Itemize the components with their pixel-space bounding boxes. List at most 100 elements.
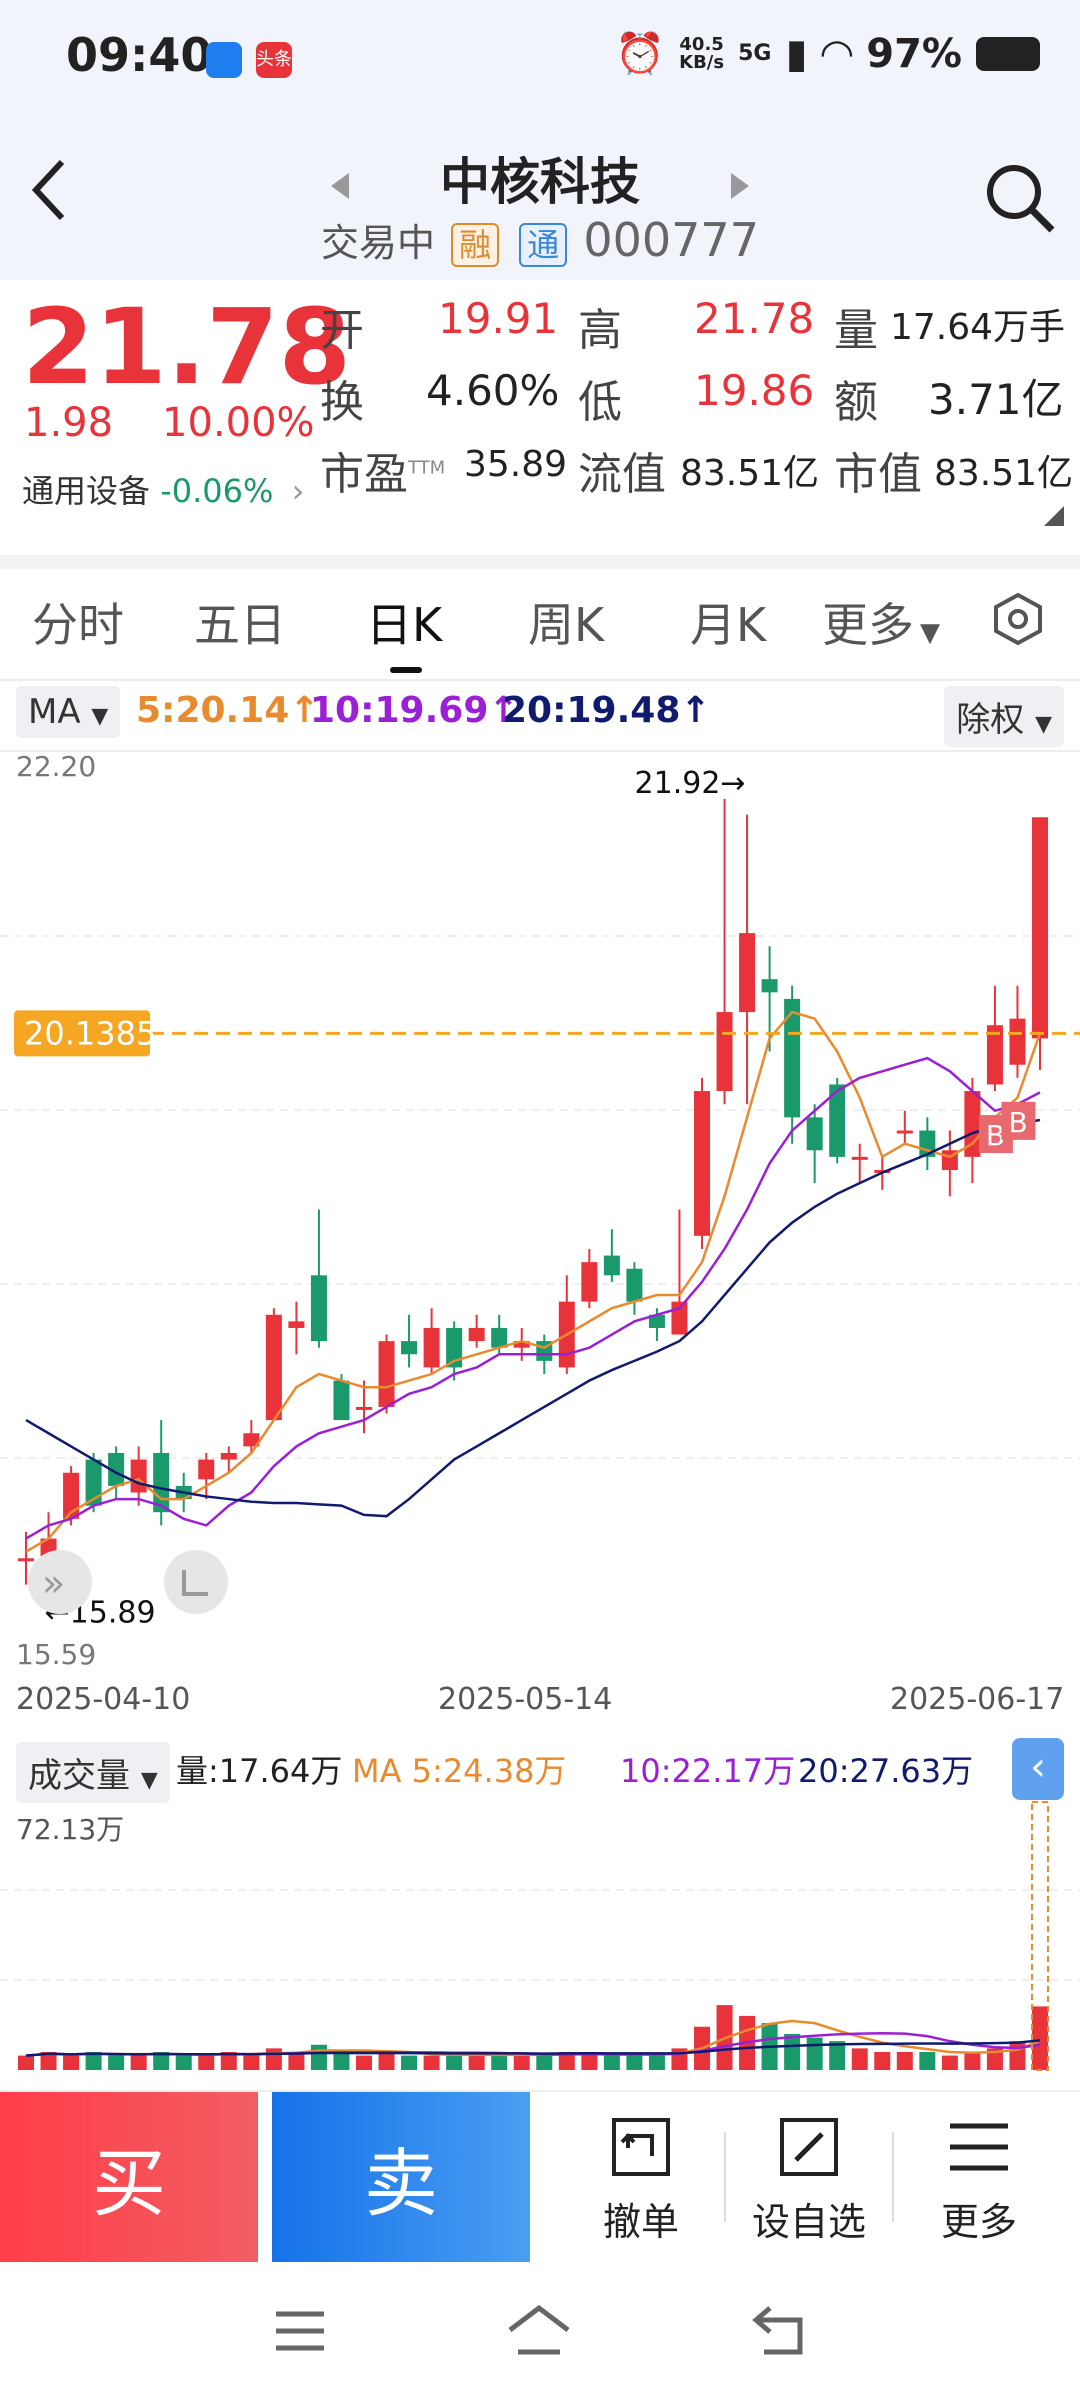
tab-weekly-k[interactable]: 周K [528,598,605,652]
prev-stock-icon[interactable] [327,169,353,203]
back-icon[interactable] [20,150,80,230]
edit-icon [780,2118,838,2176]
home-icon[interactable] [504,2302,574,2358]
candle-body [581,1262,598,1302]
price-grid [0,935,1080,1459]
turnover-value: 4.60% [426,366,560,415]
sector-name: 通用设备 [22,472,151,510]
volume-bar [130,2055,147,2070]
quote-panel: 21.78 1.98 10.00% 通用设备 -0.06% › 开 19.91 … [0,280,1080,530]
volume-bar [18,2055,34,2070]
more-button[interactable]: 更多 [904,2112,1054,2246]
volume-bar [423,2055,440,2070]
candle-body [694,1091,710,1236]
low-value: 19.86 [694,366,815,415]
tab-monthly-k[interactable]: 月K [690,598,767,652]
status-bar: 09:40 头条 ⏰ 40.5 KB/s 5G ▮ ◠ 97% [0,0,1080,120]
volume-y-max: 72.13万 [16,1813,125,1846]
volume-ma-lines [25,2019,1041,2057]
turnover-label: 换 [320,377,364,428]
volume-bar [874,2051,891,2070]
volume-bar [401,2055,418,2070]
caret-down-icon: ▼ [91,704,109,729]
candle-body [1009,1018,1026,1065]
vol-ma-prefix: MA [352,1752,402,1790]
sell-button[interactable]: 卖 [272,2092,530,2262]
expand-chart-button[interactable]: » [28,1550,92,1614]
chart-settings-icon[interactable] [990,591,1046,647]
sector-change: -0.06% [160,472,274,510]
volume-bar [784,2033,801,2070]
fullscreen-icon [182,1570,208,1596]
volume-value: 17.64万手 [890,307,1066,348]
volume-grid [0,1889,1080,1981]
volume-selector[interactable]: 成交量 ▼ [16,1742,170,1803]
buy-signal-label: B [986,1119,1005,1152]
ma20-value: 20:19.48 [502,690,681,731]
ma-indicator-bar: MA ▼ 5:20.14↑ 10:19.69↑ 20:19.48↑ 除权 ▼ [0,668,1080,752]
volume-chart[interactable] [0,1790,1080,2080]
volume-bar [851,2048,868,2070]
candle-body [851,1156,868,1160]
caret-down-icon: ▼ [920,618,940,648]
y-max-label: 22.20 [16,752,96,783]
status-time: 09:40 [66,28,213,82]
expand-chart-circle [28,1550,92,1614]
cancel-order-label: 撤单 [602,2200,679,2244]
volume-bar [40,2051,57,2070]
volume-bar [468,2055,485,2070]
next-stock-icon[interactable] [727,169,753,203]
candle-body [446,1327,463,1368]
volume-bars [18,2005,1048,2070]
pe-value: 35.89 [464,444,568,485]
candle-body [806,1117,823,1151]
volume-bar [243,2055,260,2070]
cancel-order-button[interactable]: 撤单 [566,2112,716,2246]
candle-body [288,1321,305,1328]
x-label-mid: 2025-05-14 [438,1682,613,1717]
amount-value: 3.71亿 [928,375,1064,424]
network-speed-unit: KB/s [679,51,725,73]
volume-ma5-line [25,2019,1041,2057]
collapse-panel-button[interactable]: ‹ [1012,1738,1064,1800]
candle-body [63,1472,80,1519]
price-change: 1.98 [24,400,114,446]
volume-bar [288,2051,305,2070]
pe-label: 市盈 [320,449,408,500]
volume-bar [446,2055,463,2070]
volume-bar [829,2041,846,2070]
recent-apps-icon[interactable] [272,2306,328,2356]
add-watchlist-label: 设自选 [751,2200,866,2244]
tab-daily-k[interactable]: 日K [366,598,443,652]
tab-intraday[interactable]: 分时 [32,598,124,652]
expand-corner-icon[interactable] [1044,506,1064,526]
fullscreen-button[interactable] [164,1550,228,1614]
tab-five-day[interactable]: 五日 [194,598,286,652]
candle-body [648,1314,665,1328]
candle-body [220,1452,237,1460]
stock-header: 中核科技 交易中 融 通 000777 [0,120,1080,280]
sector-link[interactable]: 通用设备 -0.06% › [22,466,304,512]
search-icon[interactable] [980,158,1060,238]
volume-bar [558,2051,575,2070]
active-tab-indicator [390,667,422,673]
more-label: 更多 [940,2200,1017,2244]
volume-indicator-bar: 成交量 ▼ 量:17.64万 MA 5:24.38万 10:22.17万 20:… [0,1730,1080,1820]
ma-lines [25,1010,1042,1553]
add-watchlist-button[interactable]: 设自选 [734,2112,884,2246]
buy-button[interactable]: 买 [0,2092,258,2262]
price-cursor-value: 20.1385 [24,1014,156,1052]
ma-selector[interactable]: MA ▼ [16,686,121,738]
volume-bar [153,2051,170,2070]
adjust-selector[interactable]: 除权 ▼ [944,686,1064,747]
trade-status: 交易中 [321,221,436,265]
candle-body [513,1341,530,1348]
network-type: 5G [738,41,772,66]
back-nav-icon[interactable] [750,2302,810,2358]
volume-bar [333,2051,350,2070]
candle-body [85,1459,102,1506]
volume-bar [85,2051,102,2070]
volume-bar [1032,2006,1048,2070]
tab-more[interactable]: 更多 ▼ [822,589,940,655]
